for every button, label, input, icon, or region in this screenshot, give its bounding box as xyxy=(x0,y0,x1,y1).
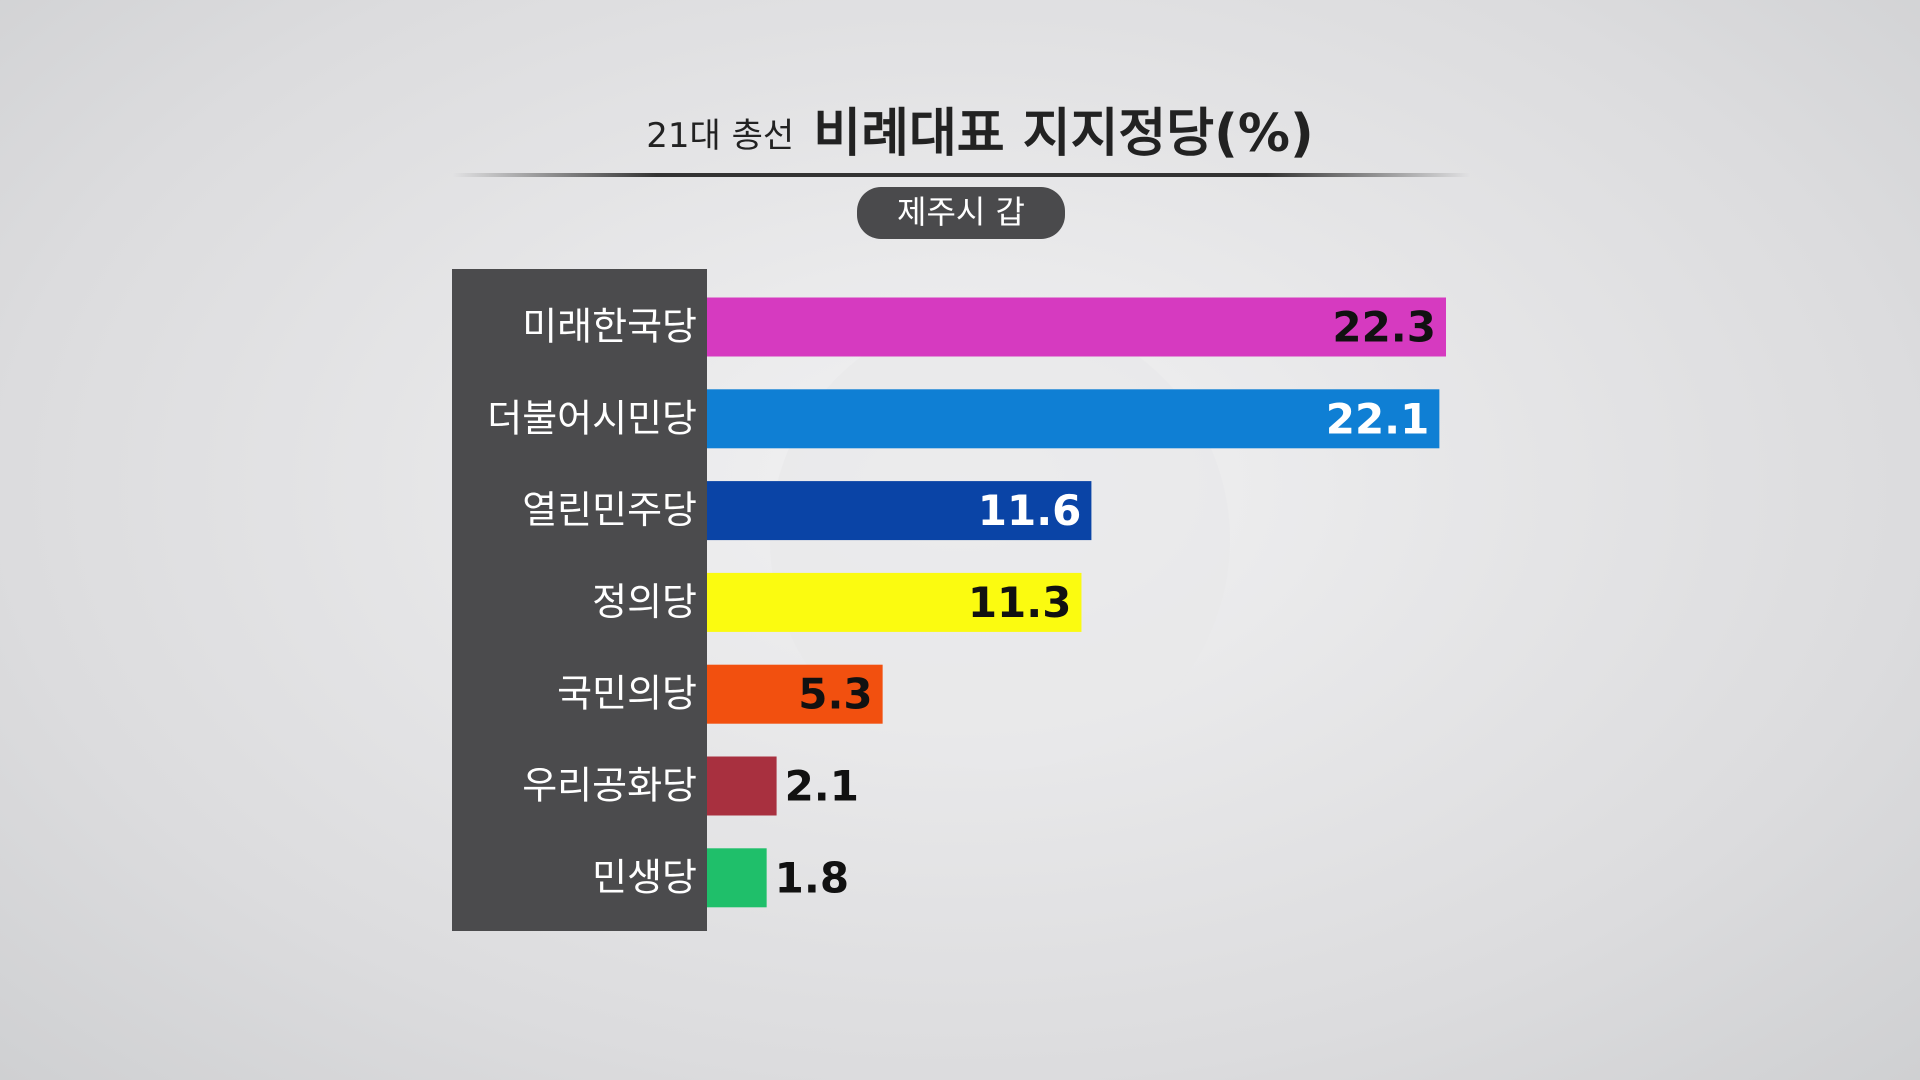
title-prefix: 21대 총선 xyxy=(646,116,794,156)
category-label: 더불어시민당 xyxy=(487,396,697,440)
category-label: 우리공화당 xyxy=(522,764,697,808)
title-main: 비례대표 지지정당(%) xyxy=(813,104,1313,164)
value-label: 11.6 xyxy=(978,486,1082,535)
subtitle-pill xyxy=(857,187,1065,239)
category-label: 정의당 xyxy=(592,580,697,624)
label-panel xyxy=(452,269,707,931)
category-label: 열린민주당 xyxy=(522,488,697,532)
subtitle: 제주시 갑 xyxy=(897,193,1025,231)
bar xyxy=(707,389,1440,449)
category-label: 국민의당 xyxy=(557,672,697,716)
chart-title: 21대 총선 비례대표 지지정당(%) xyxy=(646,104,1313,164)
bar xyxy=(707,572,1082,632)
category-label: 민생당 xyxy=(592,855,697,899)
value-label: 22.1 xyxy=(1326,394,1430,443)
value-label: 1.8 xyxy=(775,853,849,902)
bar xyxy=(707,664,883,724)
bar xyxy=(707,297,1446,357)
value-label: 11.3 xyxy=(968,578,1072,627)
bar xyxy=(707,481,1092,541)
bar xyxy=(707,848,767,908)
bar xyxy=(707,756,777,816)
value-label: 5.3 xyxy=(798,670,872,719)
title-rule xyxy=(453,173,1470,177)
value-label: 22.3 xyxy=(1332,303,1436,352)
value-label: 2.1 xyxy=(785,762,859,811)
category-label: 미래한국당 xyxy=(522,305,697,349)
